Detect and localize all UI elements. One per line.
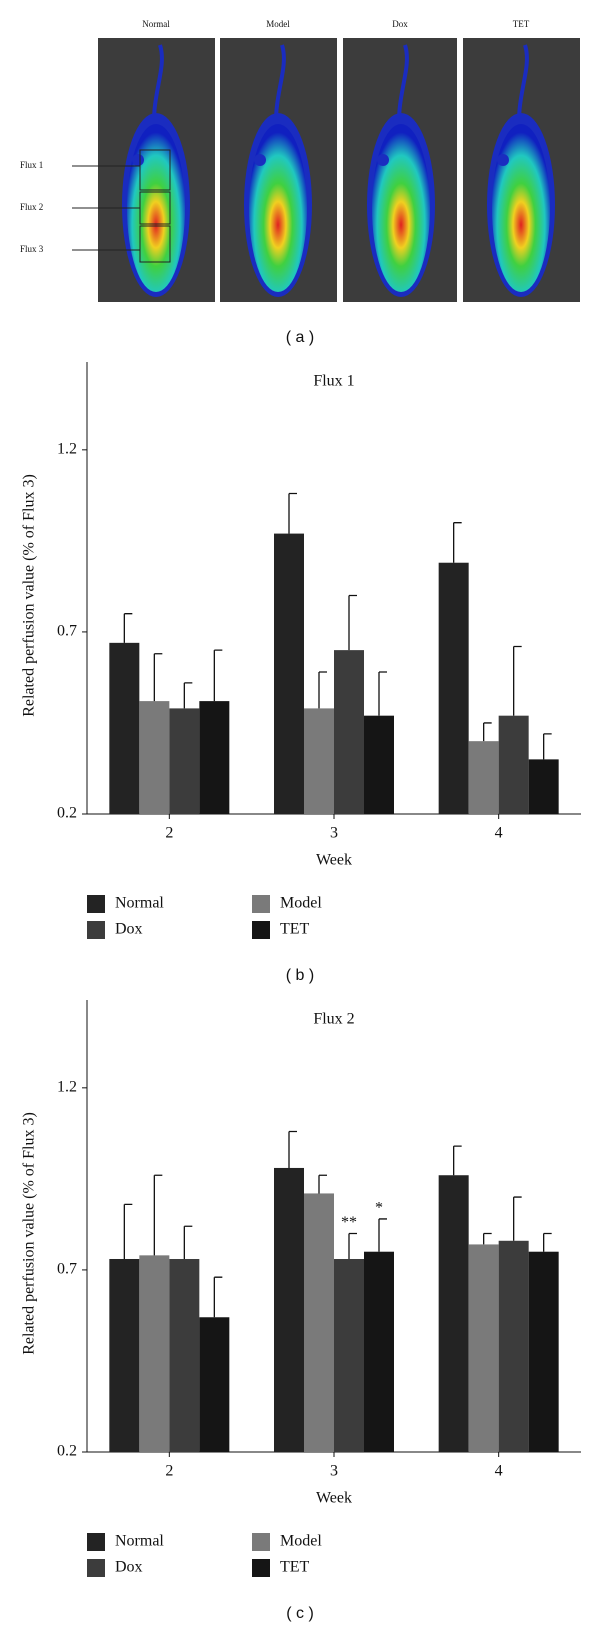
image-label: Model [266,19,290,29]
x-tick-label: 3 [330,1463,338,1480]
y-axis-label: Related perfusion value (% of Flux 3) [21,474,38,717]
bar [334,1258,364,1452]
error-bar [153,1174,163,1256]
image-label: Normal [142,19,170,29]
legend-label: TET [280,921,310,938]
bar [528,759,559,814]
x-tick-label: 2 [165,825,173,842]
error-bar [348,1232,357,1259]
y-tick-label: 0.2 [57,805,77,822]
legend-label: Model [280,1533,322,1550]
y-tick-label: 0.2 [57,1443,77,1460]
panel-caption: ( c ) [286,1605,314,1622]
error-bar [213,1276,223,1318]
legend-label: Normal [115,1533,164,1550]
image-label: Dox [392,19,408,29]
error-bar [183,1225,193,1259]
error-bar [153,653,163,702]
chart-title: Flux 1 [313,373,354,390]
region-label: Flux 3 [20,244,44,254]
error-bar [483,722,492,742]
y-tick-label: 1.2 [57,441,77,458]
bar [139,701,170,814]
error-bar [513,645,522,716]
legend-label: TET [280,1559,310,1576]
x-tick-label: 2 [165,1463,173,1480]
bar [274,1167,304,1452]
bar [438,562,469,814]
bar [274,533,304,814]
error-bar [378,671,387,716]
legend-label: Model [280,895,322,912]
bar [139,1255,170,1452]
bar [199,701,230,814]
x-axis-label: Week [316,852,352,869]
bar [109,1258,140,1452]
error-bar [543,733,552,760]
x-tick-label: 3 [330,825,338,842]
bar [304,708,334,814]
legend-swatch [87,895,105,913]
legend-swatch [87,921,105,939]
y-tick-label: 1.2 [57,1079,77,1096]
bar [199,1317,230,1452]
significance-label: ** [341,1214,357,1231]
panel-a-images [72,38,580,302]
x-tick-label: 4 [495,825,503,842]
y-tick-label: 0.7 [57,623,77,640]
error-bar [513,1196,522,1241]
y-tick-label: 0.7 [57,1261,77,1278]
error-bar [378,1218,387,1252]
error-bar [288,1130,297,1168]
bar [468,741,499,814]
x-tick-label: 4 [495,1463,503,1480]
bar [498,1240,529,1452]
x-axis-label: Week [316,1490,352,1507]
error-bar [123,613,133,643]
legend-label: Normal [115,895,164,912]
bar [364,1251,394,1452]
bar [438,1175,469,1452]
error-bar [123,1203,133,1259]
legend-swatch [252,1559,270,1577]
region-label: Flux 2 [20,202,43,212]
image-label: TET [513,19,530,29]
bar [169,1258,200,1452]
error-bar [288,492,297,534]
error-bar [183,682,193,709]
chart-title: Flux 2 [313,1011,354,1028]
legend-label: Dox [115,921,143,938]
legend-swatch [87,1533,105,1551]
bar [304,1193,334,1452]
error-bar [483,1232,492,1245]
error-bar [318,1174,327,1194]
legend-swatch [252,895,270,913]
legend-swatch [87,1559,105,1577]
bar [334,650,364,814]
error-bar [453,1145,462,1176]
error-bar [543,1232,552,1252]
error-bar [213,649,223,702]
bar [109,642,140,814]
panel-caption: ( a ) [286,329,314,346]
error-bar [318,671,327,709]
bar [468,1244,499,1452]
legend-label: Dox [115,1559,143,1576]
error-bar [348,594,357,651]
legend-swatch [252,1533,270,1551]
error-bar [453,522,462,563]
region-label: Flux 1 [20,160,43,170]
bar [498,715,529,814]
significance-label: * [375,1200,383,1217]
y-axis-label: Related perfusion value (% of Flux 3) [21,1112,38,1355]
bar [528,1251,559,1452]
bar [169,708,200,814]
bar [364,715,394,814]
panel-caption: ( b ) [286,967,314,984]
legend-swatch [252,921,270,939]
